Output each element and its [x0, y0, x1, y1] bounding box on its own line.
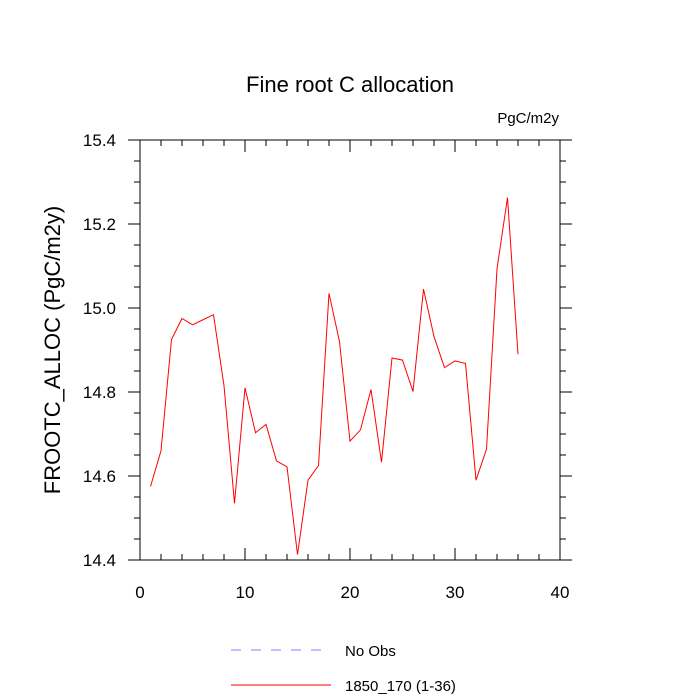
y-tick-label: 15.2: [83, 215, 116, 234]
x-tick-label: 30: [446, 583, 465, 602]
series-group: [150, 197, 519, 555]
y-axis-label: FROOTC_ALLOC (PgC/m2y): [40, 206, 65, 495]
x-tick-label: 0: [135, 583, 144, 602]
legend-label-no-obs: No Obs: [345, 643, 396, 660]
y-tick-label: 14.6: [83, 467, 116, 486]
x-tick-label: 20: [341, 583, 360, 602]
y-tick-label: 14.8: [83, 383, 116, 402]
legend: No Obs 1850_170 (1-36): [231, 643, 456, 695]
series-line-1850-170: [150, 197, 519, 555]
x-tick-label: 10: [236, 583, 255, 602]
x-tick-label: 40: [551, 583, 570, 602]
units-label: PgC/m2y: [497, 110, 559, 127]
chart-title: Fine root C allocation: [246, 72, 454, 97]
plot-frame: [139, 139, 561, 561]
tick-labels: 0 10 20 30 40 14.4 14.6 14.8 15.0 15.2 15.4: [83, 131, 570, 602]
axis-ticks: [128, 139, 572, 561]
y-tick-label: 15.4: [83, 131, 116, 150]
y-tick-label: 15.0: [83, 299, 116, 318]
legend-label-1850-170: 1850_170 (1-36): [345, 678, 456, 695]
y-tick-label: 14.4: [83, 551, 116, 570]
